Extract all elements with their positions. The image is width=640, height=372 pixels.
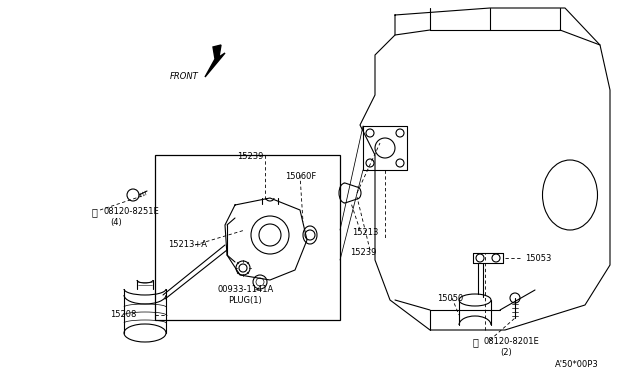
Text: (4): (4) bbox=[110, 218, 122, 227]
Text: 15239: 15239 bbox=[237, 152, 264, 161]
Text: 15053: 15053 bbox=[525, 254, 552, 263]
Text: 15213+A: 15213+A bbox=[168, 240, 207, 249]
Text: 15208: 15208 bbox=[110, 310, 136, 319]
Text: 15213: 15213 bbox=[352, 228, 378, 237]
Text: Ⓑ: Ⓑ bbox=[473, 337, 479, 347]
Text: (2): (2) bbox=[500, 348, 512, 357]
Bar bbox=[155, 155, 340, 320]
Text: 08120-8251E: 08120-8251E bbox=[103, 207, 159, 216]
Text: 15060F: 15060F bbox=[285, 172, 316, 181]
Text: 15050: 15050 bbox=[437, 294, 463, 303]
Text: 08120-8201E: 08120-8201E bbox=[484, 337, 540, 346]
Text: FRONT: FRONT bbox=[170, 72, 199, 81]
Text: A'50*00P3: A'50*00P3 bbox=[555, 360, 599, 369]
Text: 15239: 15239 bbox=[350, 248, 376, 257]
Polygon shape bbox=[205, 45, 225, 77]
Text: PLUG(1): PLUG(1) bbox=[228, 296, 262, 305]
Text: 00933-1141A: 00933-1141A bbox=[218, 285, 275, 294]
Text: Ⓑ: Ⓑ bbox=[92, 207, 98, 217]
